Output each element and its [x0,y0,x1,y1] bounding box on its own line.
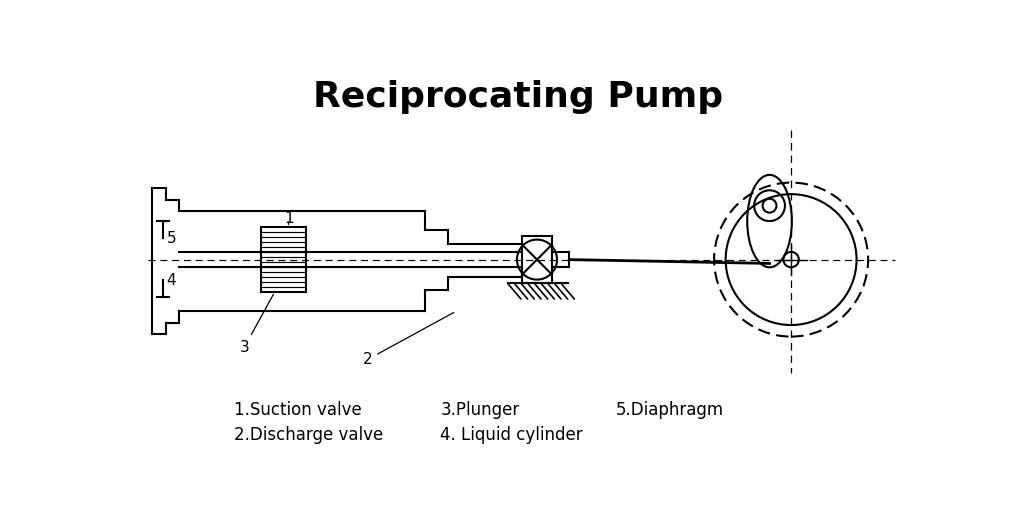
Text: 5: 5 [167,230,176,246]
Text: 3: 3 [240,295,273,355]
Text: 4. Liquid cylinder: 4. Liquid cylinder [441,425,583,444]
Text: 3.Plunger: 3.Plunger [441,401,520,419]
Text: 2: 2 [363,313,454,367]
Text: 1: 1 [284,211,294,227]
Text: 4: 4 [167,273,176,288]
Text: 1.Suction valve: 1.Suction valve [234,401,362,419]
Text: Reciprocating Pump: Reciprocating Pump [312,80,723,114]
Text: 2.Discharge valve: 2.Discharge valve [234,425,383,444]
Text: 5.Diaphragm: 5.Diaphragm [616,401,724,419]
